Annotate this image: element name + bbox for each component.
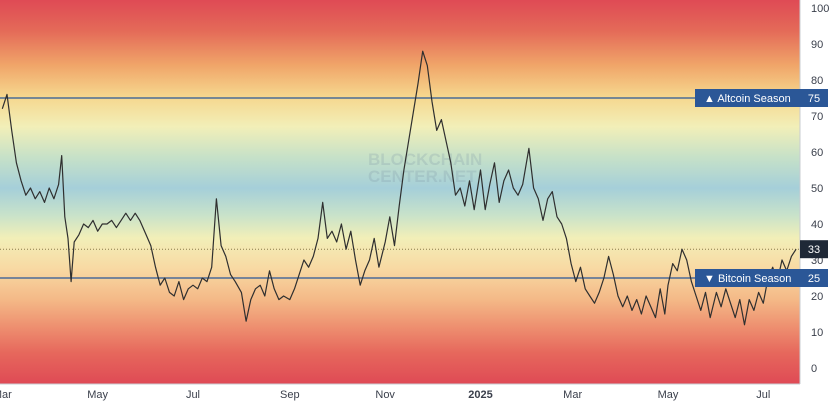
x-tick-label: Sep — [280, 389, 300, 401]
y-tick-label: 80 — [811, 75, 823, 87]
y-tick-label: 40 — [811, 219, 823, 231]
y-tick-label: 100 — [811, 3, 829, 15]
x-axis-panel — [0, 384, 835, 414]
plot-area: BLOCKCHAIN CENTER.NET — [0, 0, 800, 384]
threshold-tag-box — [695, 89, 800, 107]
x-tick-label: May — [87, 389, 108, 401]
y-tick-label: 20 — [811, 291, 823, 303]
threshold-tags[interactable]: ▲ Altcoin Season 75 ▼ Bitcoin Season 25 — [695, 89, 828, 287]
current-value-label: 33 — [808, 244, 820, 256]
index-series-line — [1, 50, 797, 326]
threshold-tag[interactable]: ▼ Bitcoin Season 25 — [695, 269, 828, 287]
y-tick-label: 70 — [811, 111, 823, 123]
threshold-value-label: 75 — [808, 93, 820, 105]
watermark: BLOCKCHAIN CENTER.NET — [368, 150, 482, 186]
x-tick-label: Mar — [0, 389, 12, 401]
x-tick-label: Jul — [756, 389, 770, 401]
y-tick-label: 0 — [811, 363, 817, 375]
threshold-value-label: 25 — [808, 273, 820, 285]
threshold-tag[interactable]: ▲ Altcoin Season 75 — [695, 89, 828, 107]
watermark-line-2: CENTER.NET — [368, 167, 477, 186]
threshold-value-box — [800, 269, 828, 287]
watermark-line-1: BLOCKCHAIN — [368, 150, 482, 169]
threshold-lines — [0, 97, 800, 279]
threshold-tag-box — [695, 269, 800, 287]
y-tick-label: 60 — [811, 147, 823, 159]
current-value-box — [800, 240, 828, 259]
threshold-tag-label: ▲ Altcoin Season — [704, 93, 791, 105]
threshold-tag-label: ▼ Bitcoin Season — [704, 273, 791, 285]
threshold-value-box — [800, 89, 828, 107]
y-tick-label: 50 — [811, 183, 823, 195]
y-axis-panel — [800, 0, 835, 384]
x-tick-label: Jul — [186, 389, 200, 401]
x-tick-label: Nov — [375, 389, 395, 401]
x-tick-label: Mar — [563, 389, 582, 401]
current-value-tag: 33 — [800, 240, 828, 259]
x-tick-label: May — [658, 389, 679, 401]
x-axis-ticks: Mar May Jul Sep Nov 2025 Mar May Jul — [0, 389, 770, 401]
gradient-background — [0, 0, 800, 384]
x-tick-label: 2025 — [468, 389, 492, 401]
y-tick-label: 10 — [811, 327, 823, 339]
y-tick-label: 90 — [811, 39, 823, 51]
